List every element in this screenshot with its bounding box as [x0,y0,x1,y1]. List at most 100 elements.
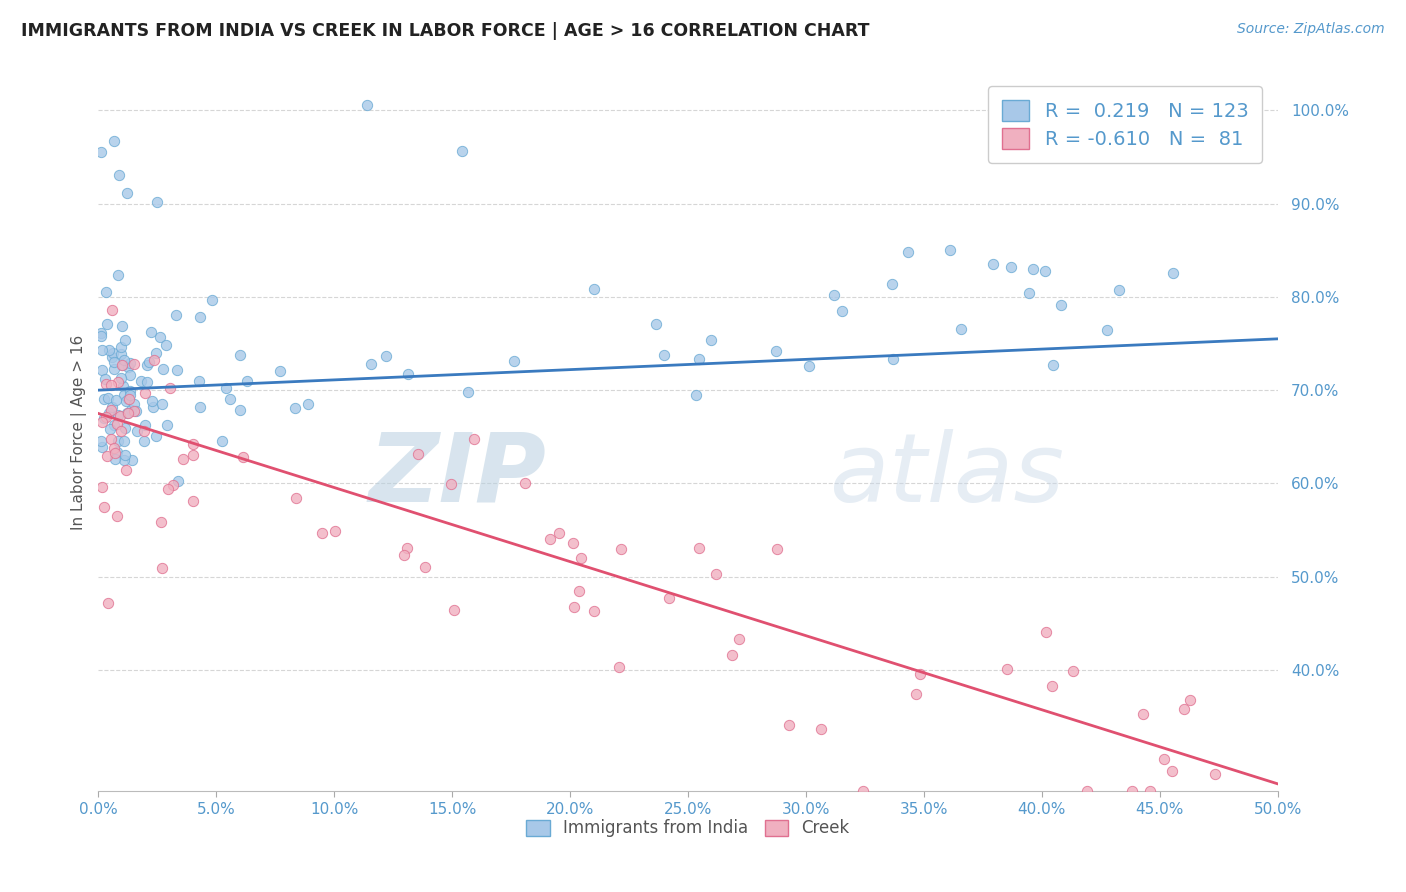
Point [94,285,117,300]
Point [134,385,156,400]
Point [145,429,167,443]
Point [236,374,259,388]
Point [882,277,904,291]
Point [658,591,681,605]
Point [950,322,973,336]
Point [582,603,605,617]
Point [97,596,120,610]
Point [129,374,152,388]
Point [190,400,212,414]
Point [90,362,112,376]
Point [103,355,125,369]
Point [562,600,585,615]
Point [765,343,787,358]
Point [118,356,141,370]
Point [181,493,204,508]
Point [103,418,125,433]
Point [114,421,136,435]
Point [118,368,141,382]
Point [450,144,472,158]
Point [981,257,1004,271]
Point [688,351,710,366]
Point [150,397,173,411]
Point [165,308,187,322]
Point [152,361,174,376]
Point [325,524,347,538]
Point [90,434,112,448]
Point [219,392,242,407]
Point [897,245,920,260]
Point [100,432,122,446]
Point [187,374,209,388]
Point [97,391,120,405]
Point [1204,766,1226,780]
Point [134,424,156,438]
Point [284,491,307,506]
Point [1040,679,1063,693]
Point [1035,625,1057,640]
Point [122,357,145,371]
Point [96,377,118,392]
Point [115,186,138,200]
Point [538,532,561,546]
Point [610,542,633,557]
Point [568,583,591,598]
Point [90,145,112,159]
Point [721,648,744,663]
Point [727,632,749,646]
Text: Source: ZipAtlas.com: Source: ZipAtlas.com [1237,22,1385,37]
Point [159,382,181,396]
Point [115,406,138,420]
Point [1108,283,1130,297]
Point [229,403,252,417]
Point [297,397,319,411]
Point [562,535,585,549]
Point [98,422,121,436]
Point [110,347,132,361]
Point [110,409,132,423]
Point [394,548,416,562]
Point [396,368,419,382]
Point [107,168,129,182]
Point [172,452,194,467]
Point [112,352,135,367]
Point [146,194,169,209]
Point [704,567,727,582]
Point [778,718,800,732]
Point [115,394,138,409]
Point [157,482,180,496]
Point [939,244,962,258]
Point [1139,784,1161,798]
Point [93,372,115,386]
Point [96,449,118,463]
Point [104,446,127,460]
Point [117,392,139,406]
Point [112,388,135,402]
Point [905,687,928,701]
Point [700,333,723,347]
Point [1033,264,1056,278]
Point [569,550,592,565]
Point [110,371,132,385]
Point [440,476,463,491]
Point [1062,664,1084,678]
Point [166,363,188,377]
Point [100,377,122,392]
Point [188,310,211,324]
Point [1178,693,1201,707]
Point [229,348,252,362]
Point [908,667,931,681]
Point [149,515,172,529]
Point [142,400,165,414]
Point [107,375,129,389]
Point [652,347,675,361]
Point [406,447,429,461]
Text: atlas: atlas [830,429,1064,522]
Point [810,722,832,736]
Point [136,375,159,389]
Point [1042,358,1064,372]
Point [201,293,224,307]
Point [111,379,134,393]
Point [90,415,112,429]
Point [214,381,236,395]
